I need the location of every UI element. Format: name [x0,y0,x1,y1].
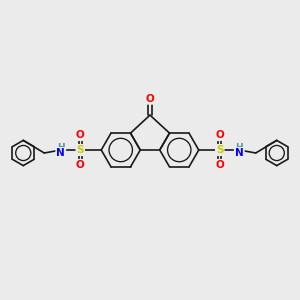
Text: O: O [215,160,224,170]
Text: N: N [56,148,65,158]
Text: H: H [57,143,64,152]
Text: S: S [216,145,224,155]
Text: O: O [215,130,224,140]
Text: O: O [146,94,154,103]
Text: O: O [76,160,85,170]
Text: O: O [76,130,85,140]
Text: H: H [236,143,243,152]
Text: S: S [76,145,84,155]
Text: N: N [235,148,244,158]
